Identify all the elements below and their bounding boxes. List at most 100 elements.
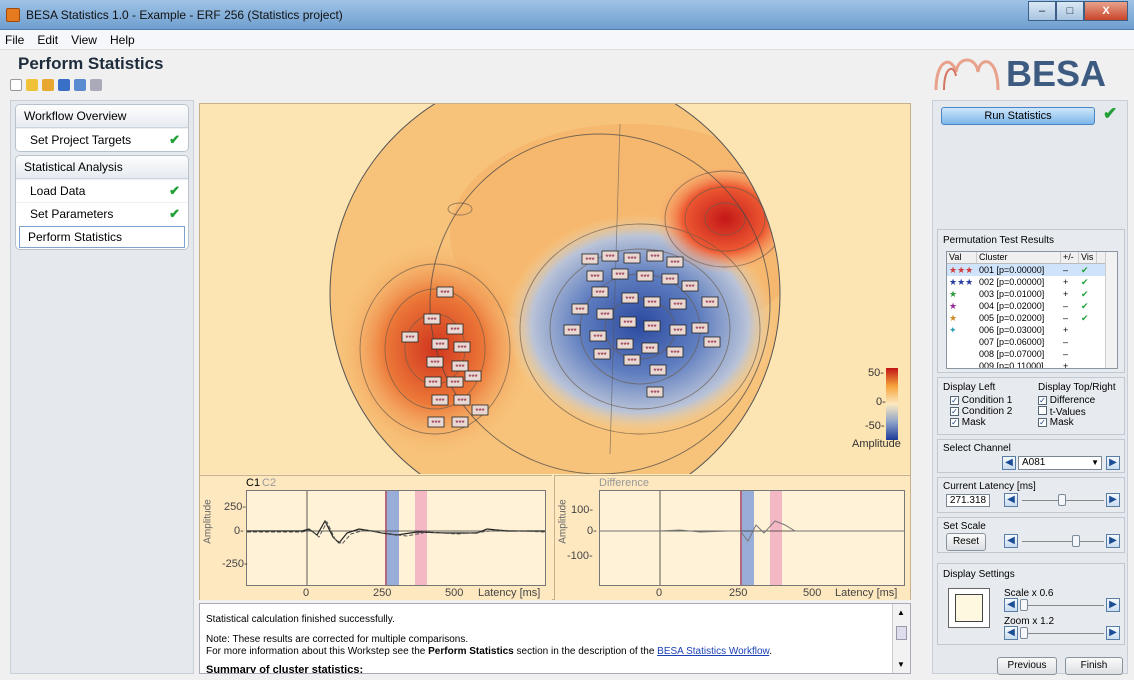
zoom-right-button[interactable]: ▶ bbox=[1106, 626, 1120, 640]
minimize-button[interactable]: – bbox=[1028, 1, 1056, 21]
display-scale-right-button[interactable]: ▶ bbox=[1106, 598, 1120, 612]
display-topright-title: Display Top/Right bbox=[1038, 382, 1116, 393]
window-title: BESA Statistics 1.0 - Example - ERF 256 … bbox=[26, 8, 343, 22]
open-folder-icon[interactable] bbox=[26, 79, 38, 91]
mask-left-checkbox[interactable]: ✓ Mask bbox=[950, 417, 986, 428]
cluster-row[interactable]: 008 [p=0.07000] – bbox=[947, 348, 1117, 360]
export-icon[interactable] bbox=[74, 79, 86, 91]
x-tick: 500 bbox=[445, 587, 464, 599]
latency-value[interactable]: 271.318 bbox=[946, 494, 990, 507]
plot-area bbox=[599, 490, 905, 586]
channel-select[interactable]: A081 ▼ bbox=[1018, 456, 1102, 470]
cluster-list[interactable]: Val Cluster +/- Vis ★★★ 001 [p=0.00000] – ✔… bbox=[946, 251, 1118, 369]
scale-slider-track[interactable] bbox=[1022, 541, 1104, 542]
sensor-marker bbox=[563, 324, 581, 336]
cluster-row[interactable]: ★ 004 [p=0.02000] – ✔ bbox=[947, 300, 1117, 312]
checkbox-label: Condition 2 bbox=[961, 406, 1013, 417]
sensor-star-label: *** bbox=[450, 326, 459, 335]
sensor-marker bbox=[643, 320, 661, 332]
waveform-plot-difference[interactable]: Difference Amplitude 100- 0- -100- 0 250… bbox=[554, 475, 910, 600]
workflow-link[interactable]: BESA Statistics Workflow bbox=[657, 646, 770, 657]
latency-left-button[interactable]: ◀ bbox=[1004, 493, 1018, 507]
current-latency-title: Current Latency [ms] bbox=[943, 481, 1036, 492]
col-cluster[interactable]: Cluster bbox=[977, 252, 1061, 263]
cluster-significance bbox=[947, 360, 977, 368]
sensor-marker bbox=[446, 376, 464, 388]
scale-left-button[interactable]: ◀ bbox=[1004, 534, 1018, 548]
zoom-track[interactable] bbox=[1020, 633, 1104, 634]
condition2-checkbox[interactable]: ✓ Condition 2 bbox=[950, 406, 1013, 417]
sensor-marker bbox=[681, 280, 699, 292]
display-settings-section: Display Settings Scale x 0.6 ◀ ▶ Zoom x … bbox=[937, 563, 1125, 645]
waveform-plot-conditions[interactable]: C1 C2 Amplitude 250- 0- -250- 0 250 500 … bbox=[200, 475, 552, 600]
scroll-down-icon[interactable]: ▼ bbox=[897, 660, 905, 669]
zoom-thumb[interactable] bbox=[1020, 627, 1028, 639]
new-file-icon[interactable] bbox=[10, 79, 22, 91]
mask-right-checkbox[interactable]: ✓ Mask bbox=[1038, 417, 1074, 428]
scroll-thumb[interactable] bbox=[896, 626, 907, 640]
cluster-row[interactable]: ★ 005 [p=0.02000] – ✔ bbox=[947, 312, 1117, 324]
cluster-row[interactable]: 009 [p=0.11000] + bbox=[947, 360, 1117, 368]
display-scale-left-button[interactable]: ◀ bbox=[1004, 598, 1018, 612]
menu-edit[interactable]: Edit bbox=[37, 33, 59, 47]
cluster-sign: + bbox=[1063, 277, 1069, 287]
cluster-list-scrollbar[interactable] bbox=[1105, 252, 1117, 368]
sensor-star-label: *** bbox=[575, 306, 584, 315]
message-scrollbar[interactable]: ▲ ▼ bbox=[892, 604, 910, 673]
sensor-marker bbox=[464, 370, 482, 382]
sensor-marker bbox=[591, 286, 609, 298]
y-tick: 0- bbox=[587, 525, 597, 537]
menu-view[interactable]: View bbox=[71, 33, 97, 47]
next-channel-button[interactable]: ▶ bbox=[1106, 456, 1120, 470]
zoom-left-button[interactable]: ◀ bbox=[1004, 626, 1018, 640]
message-line: Statistical calculation finished success… bbox=[206, 614, 395, 625]
col-sign[interactable]: +/- bbox=[1061, 252, 1079, 263]
run-statistics-button[interactable]: Run Statistics bbox=[941, 107, 1095, 125]
latency-right-button[interactable]: ▶ bbox=[1106, 493, 1120, 507]
results-view: *** *** *** *** *** *** *** *** *** *** *** *** *** *… bbox=[199, 68, 911, 600]
prev-channel-button[interactable]: ◀ bbox=[1002, 456, 1016, 470]
step-set-parameters[interactable]: Set Parameters ✔ bbox=[16, 202, 188, 225]
col-val[interactable]: Val bbox=[947, 252, 977, 263]
scroll-up-icon[interactable]: ▲ bbox=[897, 608, 905, 617]
statistical-analysis-group: Statistical Analysis Load Data ✔ Set Par… bbox=[15, 155, 189, 250]
display-scale-track[interactable] bbox=[1020, 605, 1104, 606]
print-icon[interactable] bbox=[90, 79, 102, 91]
save-icon[interactable] bbox=[58, 79, 70, 91]
cluster-row[interactable]: ★★★ 001 [p=0.00000] – ✔ bbox=[947, 264, 1117, 276]
display-options-section: Display Left Display Top/Right ✓ Conditi… bbox=[937, 377, 1125, 435]
close-button[interactable]: X bbox=[1084, 1, 1128, 21]
previous-button[interactable]: Previous bbox=[997, 657, 1057, 675]
scale-right-button[interactable]: ▶ bbox=[1106, 534, 1120, 548]
difference-checkbox[interactable]: ✓ Difference bbox=[1038, 395, 1096, 406]
reset-button[interactable]: Reset bbox=[946, 533, 986, 551]
sensor-star-label: *** bbox=[627, 255, 636, 264]
sensor-star-label: *** bbox=[653, 367, 662, 376]
folder-icon[interactable] bbox=[42, 79, 54, 91]
display-left-title: Display Left bbox=[943, 382, 996, 393]
condition1-checkbox[interactable]: ✓ Condition 1 bbox=[950, 395, 1013, 406]
topography-map-view[interactable]: *** *** *** *** *** *** *** *** *** *** *** *** *** *… bbox=[200, 68, 910, 520]
display-scale-thumb[interactable] bbox=[1020, 599, 1028, 611]
cluster-row[interactable]: 007 [p=0.06000] – bbox=[947, 336, 1117, 348]
workflow-overview-header[interactable]: Workflow Overview bbox=[16, 105, 188, 128]
menu-help[interactable]: Help bbox=[110, 33, 135, 47]
col-vis[interactable]: Vis bbox=[1079, 252, 1097, 263]
step-perform-statistics[interactable]: Perform Statistics bbox=[19, 226, 185, 248]
latency-slider-thumb[interactable] bbox=[1058, 494, 1066, 506]
finish-button[interactable]: Finish bbox=[1065, 657, 1123, 675]
checkbox-label: Difference bbox=[1049, 395, 1096, 406]
cluster-row[interactable]: ★ 003 [p=0.01000] + ✔ bbox=[947, 288, 1117, 300]
checkbox-label: Mask bbox=[961, 417, 986, 428]
menu-file[interactable]: File bbox=[5, 33, 25, 47]
tvalues-checkbox[interactable]: t-Values bbox=[1038, 406, 1086, 418]
cluster-row[interactable]: ★★★ 002 [p=0.00000] + ✔ bbox=[947, 276, 1117, 288]
step-set-project-targets[interactable]: Set Project Targets ✔ bbox=[16, 128, 188, 151]
cluster-significance: ★★★ bbox=[949, 277, 974, 287]
maximize-button[interactable]: □ bbox=[1056, 1, 1084, 21]
step-load-data[interactable]: Load Data ✔ bbox=[16, 179, 188, 202]
cluster-row[interactable]: ✦ 006 [p=0.03000] + bbox=[947, 324, 1117, 336]
message-line: Note: These results are corrected for mu… bbox=[206, 634, 469, 645]
statistical-analysis-header[interactable]: Statistical Analysis bbox=[16, 156, 188, 179]
scale-slider-thumb[interactable] bbox=[1072, 535, 1080, 547]
